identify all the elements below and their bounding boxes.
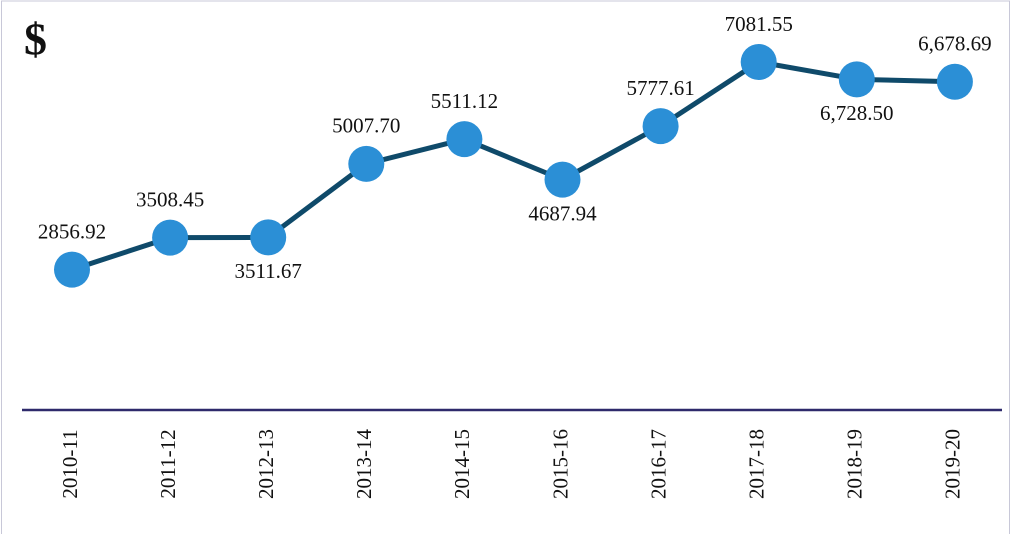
x-tick-label: 2010-11 xyxy=(58,429,82,498)
data-label: 4687.94 xyxy=(528,201,597,225)
x-tick-label: 2012-13 xyxy=(254,429,278,499)
x-tick-label: 2017-18 xyxy=(745,429,769,499)
x-tick-label: 2014-15 xyxy=(450,429,474,499)
marker xyxy=(54,251,90,288)
data-label: 3508.45 xyxy=(136,187,204,211)
x-tick-label: 2013-14 xyxy=(352,429,376,499)
marker xyxy=(838,61,875,98)
data-label: 5007.70 xyxy=(332,114,400,138)
data-label: 2856.92 xyxy=(38,219,106,243)
x-tick-label: 2019-20 xyxy=(941,429,965,499)
marker xyxy=(446,121,483,158)
data-label: 6,678.69 xyxy=(918,32,992,56)
data-label: 5511.12 xyxy=(431,89,498,113)
unit-label: $ xyxy=(24,14,47,65)
marker xyxy=(250,219,287,256)
x-tick-label: 2015-16 xyxy=(548,429,572,499)
marker xyxy=(348,145,385,182)
x-tick-label: 2018-19 xyxy=(843,429,867,499)
data-label: 3511.67 xyxy=(234,259,301,283)
x-tick-label: 2011-12 xyxy=(156,429,180,498)
line xyxy=(71,59,955,272)
marker xyxy=(152,219,189,256)
marker xyxy=(544,161,581,198)
data-label: 6,728.50 xyxy=(820,101,894,125)
data-label: 7081.55 xyxy=(725,12,793,36)
marker xyxy=(936,63,973,100)
marker xyxy=(740,44,777,80)
marker xyxy=(642,108,679,145)
x-tick-label: 2016-17 xyxy=(646,429,670,499)
data-label: 5777.61 xyxy=(626,76,694,100)
